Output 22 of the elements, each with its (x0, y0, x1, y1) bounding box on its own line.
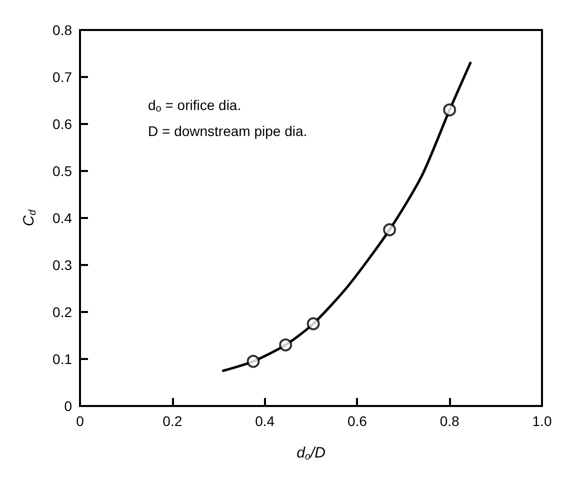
y-tick-label: 0.1 (52, 351, 72, 367)
y-tick-label: 0.6 (52, 116, 72, 132)
point (306, 317, 320, 330)
point (443, 103, 456, 116)
point (383, 223, 396, 236)
y-tick-label: 0.8 (52, 22, 72, 38)
x-tick-label: 0.4 (255, 413, 275, 429)
x-tick-label: 0.2 (162, 413, 182, 429)
y-tick-label: 0.4 (52, 210, 72, 226)
y-tick-label: 0.3 (52, 257, 72, 273)
x-tick-label: 0.8 (440, 413, 460, 429)
x-tick-label: 0.6 (347, 413, 368, 429)
y-tick-label: 0 (64, 398, 72, 414)
point (279, 338, 292, 352)
y-tick-label: 0.5 (52, 163, 72, 179)
y-axis-title: Cd (20, 209, 38, 226)
y-tick-label: 0.7 (52, 69, 72, 85)
point (246, 354, 260, 368)
x-tick-label: 1.0 (532, 413, 552, 429)
y-tick-label: 0.2 (52, 304, 72, 320)
annotation: D = downstream pipe dia. (148, 123, 308, 139)
x-tick-label: 0 (76, 413, 84, 429)
